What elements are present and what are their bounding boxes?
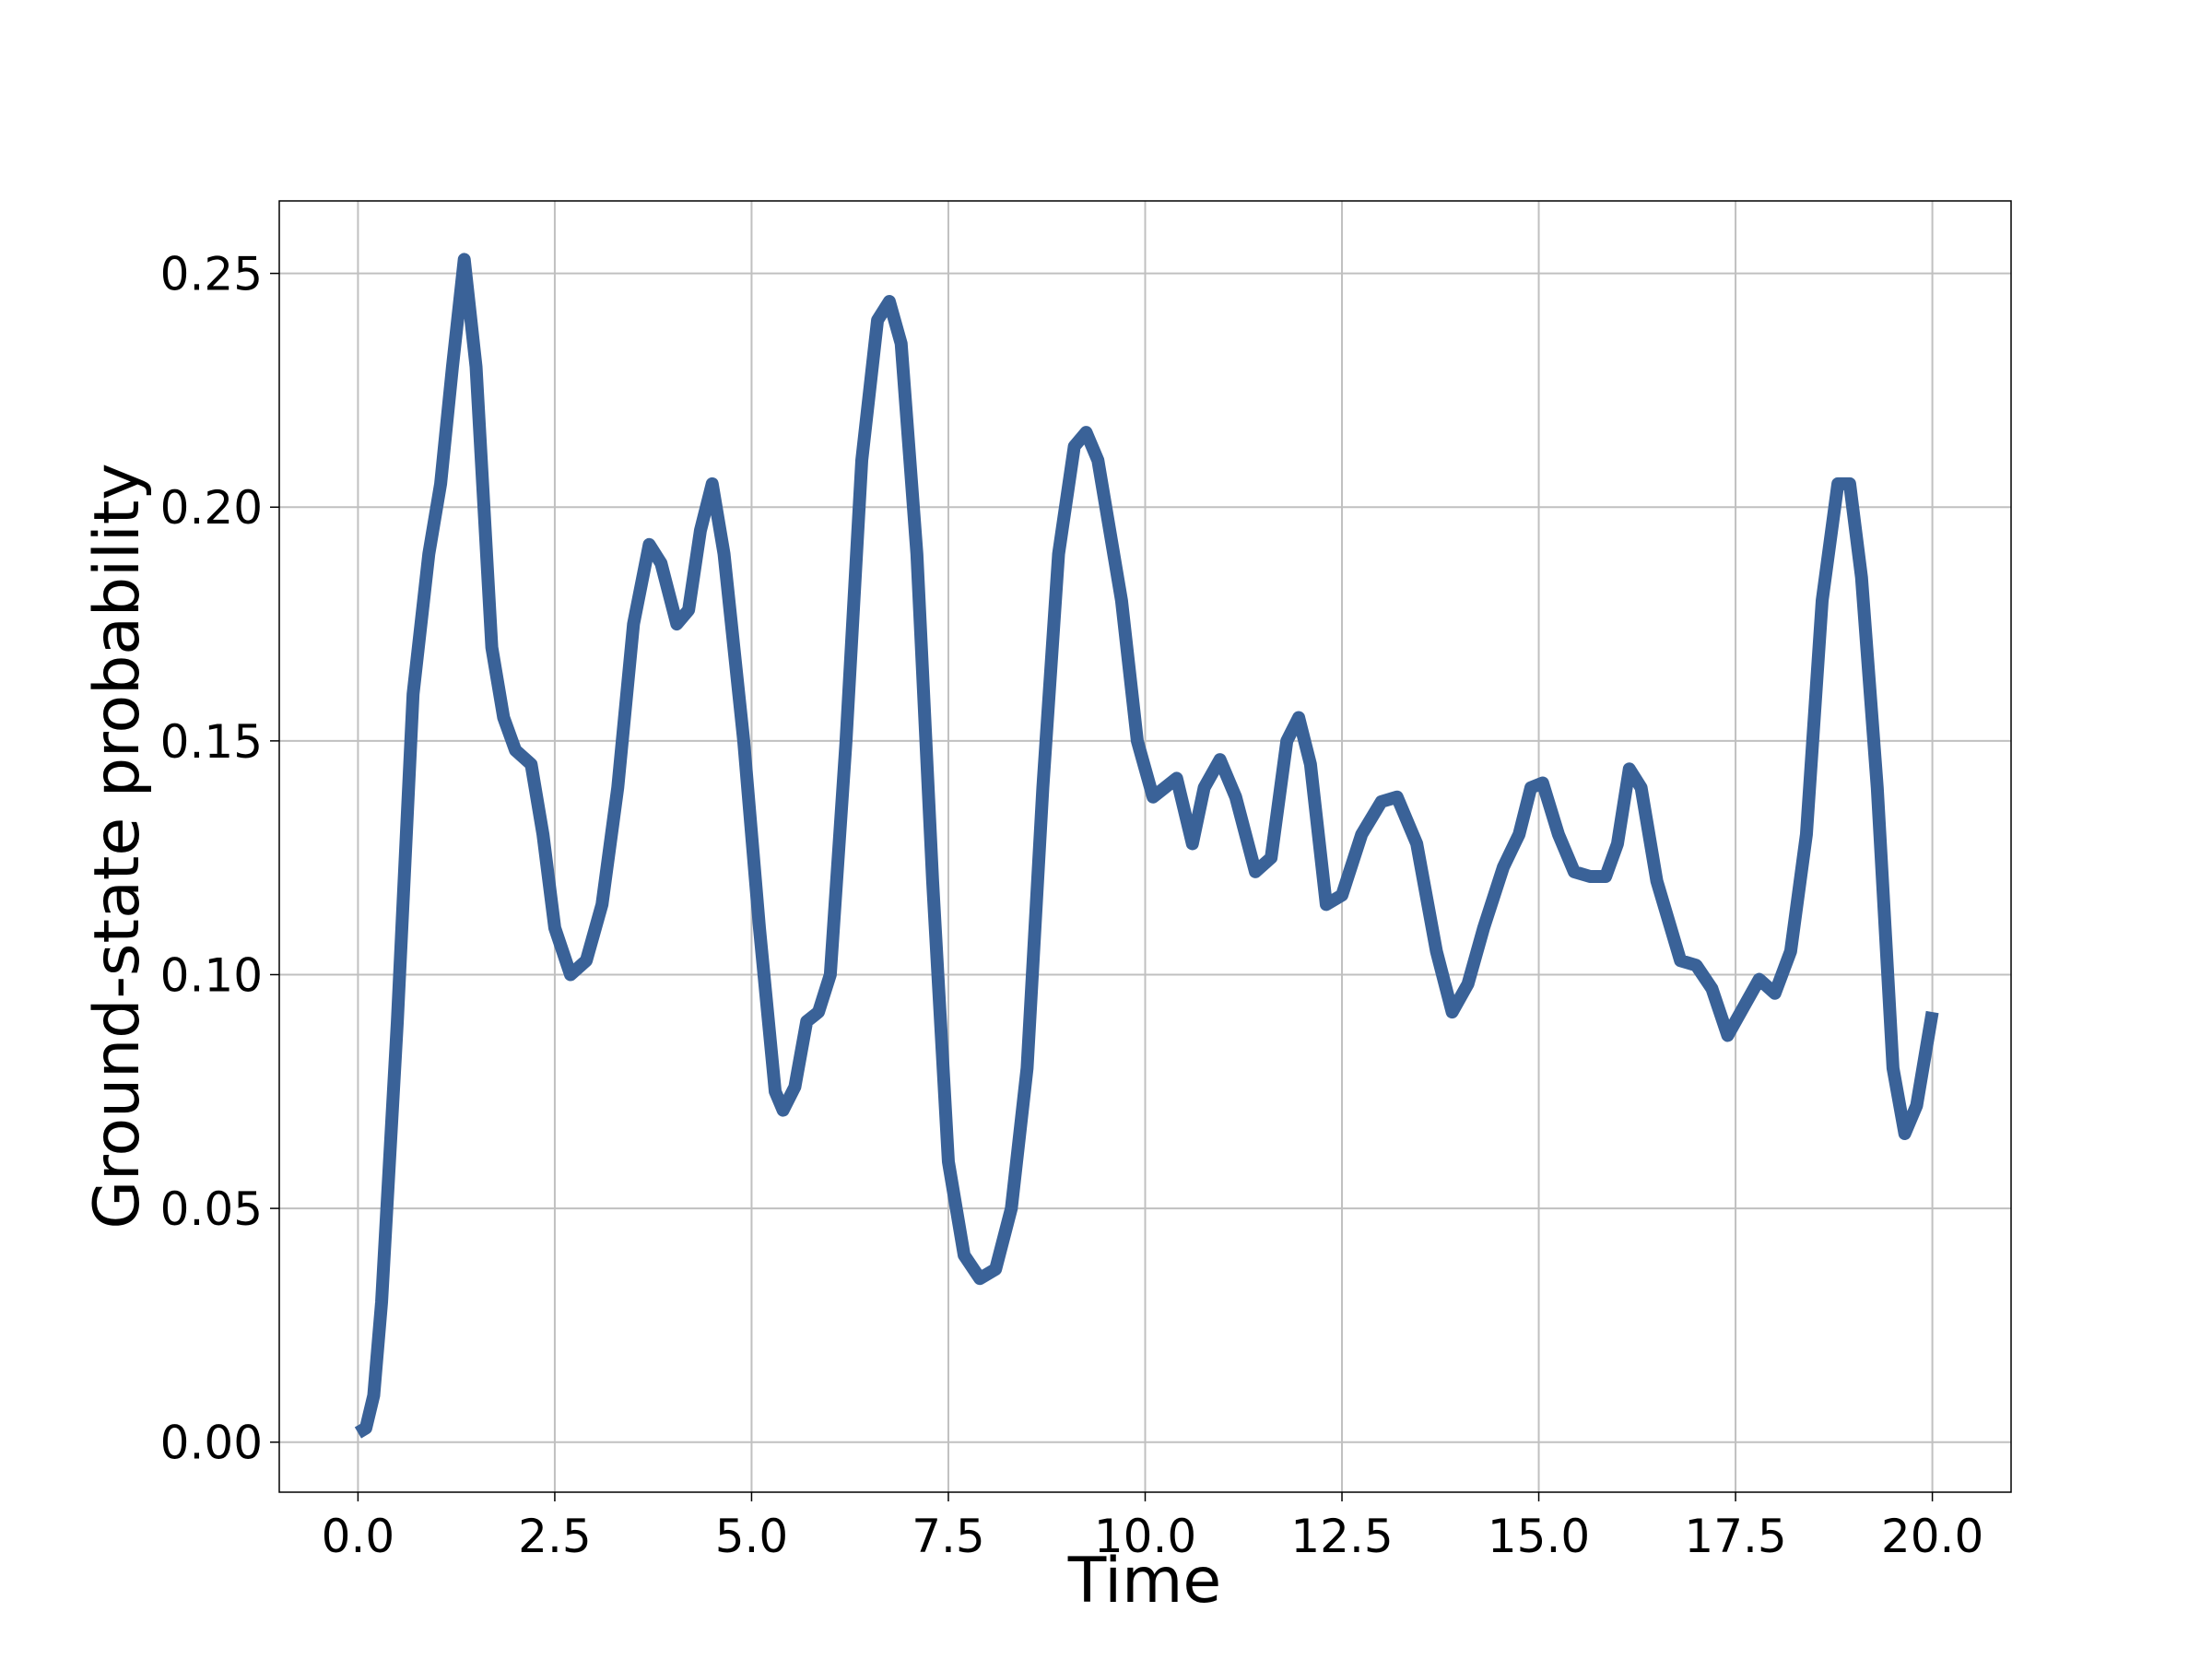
data-line (354, 253, 1939, 1439)
x-tick-label: 2.5 (518, 1510, 592, 1563)
x-tick-label: 12.5 (1290, 1510, 1393, 1563)
x-tick-label: 7.5 (912, 1510, 985, 1563)
y-tick-label: 0.25 (160, 248, 263, 301)
y-tick-label: 0.05 (160, 1182, 263, 1236)
y-tick-label: 0.20 (160, 481, 263, 535)
y-tick-label: 0.15 (160, 715, 263, 769)
y-axis-label: Ground-state probability (81, 463, 154, 1229)
x-axis-label: Time (1067, 1545, 1221, 1618)
y-tick-label: 0.10 (160, 948, 263, 1002)
plot-frame (278, 200, 2012, 1493)
x-tick-label: 17.5 (1684, 1510, 1786, 1563)
x-tick-label: 15.0 (1488, 1510, 1590, 1563)
x-tick-label: 0.0 (322, 1510, 395, 1563)
x-tick-label: 5.0 (715, 1510, 789, 1563)
y-tick-label: 0.00 (160, 1417, 263, 1470)
x-tick-label: 10.0 (1094, 1510, 1196, 1563)
x-tick-label: 20.0 (1881, 1510, 1983, 1563)
